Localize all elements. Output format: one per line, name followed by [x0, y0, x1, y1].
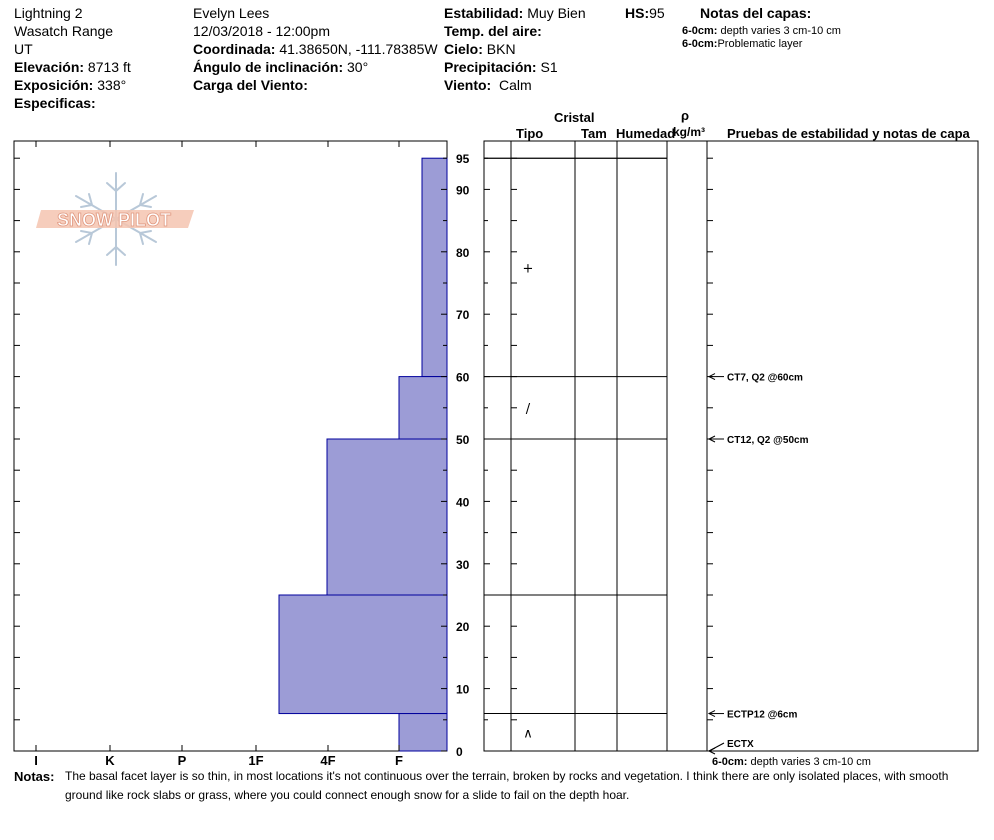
sky-label: Cielo: — [444, 41, 483, 57]
depth-labels: 0 10 20 30 40 50 60 70 80 90 95 — [456, 152, 470, 759]
elevation-value: 8713 ft — [87, 59, 131, 75]
layer-note-2: 6-0cm:Problematic layer — [682, 38, 802, 51]
depth-label: 70 — [456, 308, 470, 322]
grain-symbol-depth-hoar: ∧ — [523, 726, 533, 741]
air-temp-label: Temp. del aire: — [444, 23, 542, 39]
grain-symbol-precip: + — [523, 261, 534, 276]
hardness-layer — [326, 438, 448, 596]
layer-note-text: Problematic layer — [717, 38, 803, 50]
depth-label: 30 — [456, 558, 470, 572]
sky: Cielo: BKN — [444, 41, 516, 57]
depth-label: 90 — [456, 183, 470, 197]
hardness-layers — [278, 157, 448, 752]
hardness-layer — [398, 376, 448, 440]
hs-label: HS: — [625, 5, 650, 21]
stability: Estabilidad: Muy Bien — [444, 5, 586, 21]
precip-value: S1 — [540, 59, 558, 75]
layer-note-text: depth varies 3 cm-10 cm — [720, 25, 841, 37]
layer-note-depth: 6-0cm: — [682, 25, 718, 37]
stability-test-label: CT12, Q2 @50cm — [727, 435, 809, 446]
layer-notes-title: Notas del capas: — [700, 5, 812, 21]
observation-datetime: 12/03/2018 - 12:00pm — [193, 23, 330, 39]
depth-label: 10 — [456, 683, 470, 697]
stability-test-label: CT7, Q2 @60cm — [727, 373, 803, 384]
wind-label: Viento: — [444, 77, 492, 93]
wind: Viento: Calm — [444, 77, 532, 93]
notes-label: Notas: — [14, 769, 55, 784]
coord-value: 41.38650N, -111.78385W — [279, 41, 438, 57]
range-name: Wasatch Range — [14, 23, 114, 39]
coordinates: Coordinada: 41.38650N, -111.78385W — [193, 41, 438, 57]
hardness-label-1f: 1F — [248, 753, 263, 768]
hardness-layer — [398, 713, 448, 752]
notes-text: The basal facet layer is so thin, in mos… — [65, 769, 949, 802]
layer-note-1: 6-0cm: depth varies 3 cm-10 cm — [682, 25, 841, 38]
stability-test-label: ECTX — [727, 739, 754, 750]
stability-tests — [707, 373, 725, 755]
depth-label: 0 — [456, 745, 463, 759]
rho-header: ρ — [681, 108, 690, 123]
test-arrowhead — [707, 710, 716, 718]
state-name: UT — [14, 41, 33, 57]
aspect-value: 338° — [97, 77, 127, 93]
depth-axis-ticks — [441, 157, 713, 752]
stability-label: Estabilidad: — [444, 5, 524, 21]
hardness-label-k: K — [105, 753, 115, 768]
bottom-note-depth: 6-0cm: — [712, 756, 748, 768]
crystal-header: Cristal — [554, 110, 595, 125]
specifics-label: Especificas: — [14, 95, 96, 111]
depth-label: 20 — [456, 620, 470, 634]
left-depth-ticks — [14, 157, 20, 752]
type-header: Tipo — [516, 126, 544, 141]
hardness-label-f: F — [395, 753, 403, 768]
precip-label: Precipitación: — [444, 59, 537, 75]
elevation-label: Elevación: — [14, 59, 85, 75]
slope-value: 30° — [347, 59, 369, 75]
depth-label: 95 — [456, 152, 470, 166]
snow-height: HS:95 — [625, 5, 665, 21]
bottom-layer-note: 6-0cm: depth varies 3 cm-10 cm — [712, 756, 871, 769]
hardness-layer — [278, 594, 448, 715]
aspect-label: Exposición: — [14, 77, 94, 93]
test-arrowhead — [707, 435, 716, 443]
aspect: Exposición: 338° — [14, 77, 126, 93]
slope-angle: Ángulo de inclinación: 30° — [193, 59, 368, 75]
precipitation: Precipitación: S1 — [444, 59, 558, 75]
grain-symbol-decomposed: / — [526, 402, 531, 417]
hardness-label-i: I — [34, 753, 38, 768]
notes-section: Notas: The basal facet layer is so thin,… — [14, 767, 974, 802]
elevation: Elevación: 8713 ft — [14, 59, 131, 75]
depth-label: 80 — [456, 246, 470, 260]
test-arrowhead — [707, 747, 716, 755]
moisture-header: Humedad — [616, 126, 676, 141]
hs-value: 95 — [649, 5, 665, 21]
location-name: Lightning 2 — [14, 5, 83, 21]
coord-label: Coordinada: — [193, 41, 276, 57]
depth-label: 40 — [456, 495, 470, 509]
layer-table-frame — [483, 140, 979, 752]
density-unit-header: kg/m³ — [673, 125, 706, 139]
wind-value: Calm — [498, 77, 532, 93]
slope-label: Ángulo de inclinación: — [193, 59, 344, 75]
wind-load-label: Carga del Viento: — [193, 77, 308, 93]
hardness-ticks — [35, 141, 400, 751]
hardness-label-4f: 4F — [320, 753, 335, 768]
depth-label: 60 — [456, 371, 470, 385]
stability-test-label: ECTP12 @6cm — [727, 710, 797, 721]
depth-label: 50 — [456, 433, 470, 447]
bottom-note-text: depth varies 3 cm-10 cm — [750, 756, 871, 768]
hardness-label-p: P — [178, 753, 187, 768]
test-arrowhead — [707, 373, 716, 381]
hardness-layer — [421, 157, 448, 378]
tests-header: Pruebas de estabilidad y notas de capa — [727, 126, 970, 141]
layer-note-depth: 6-0cm: — [682, 38, 718, 50]
observer-name: Evelyn Lees — [193, 5, 270, 21]
sky-value: BKN — [486, 41, 516, 57]
layer-boundaries — [484, 157, 667, 715]
snowpilot-logo: SNOW PILOT — [36, 172, 194, 266]
logo-text: SNOW PILOT — [57, 210, 171, 230]
stability-value: Muy Bien — [527, 5, 586, 21]
size-header: Tam — [581, 126, 607, 141]
